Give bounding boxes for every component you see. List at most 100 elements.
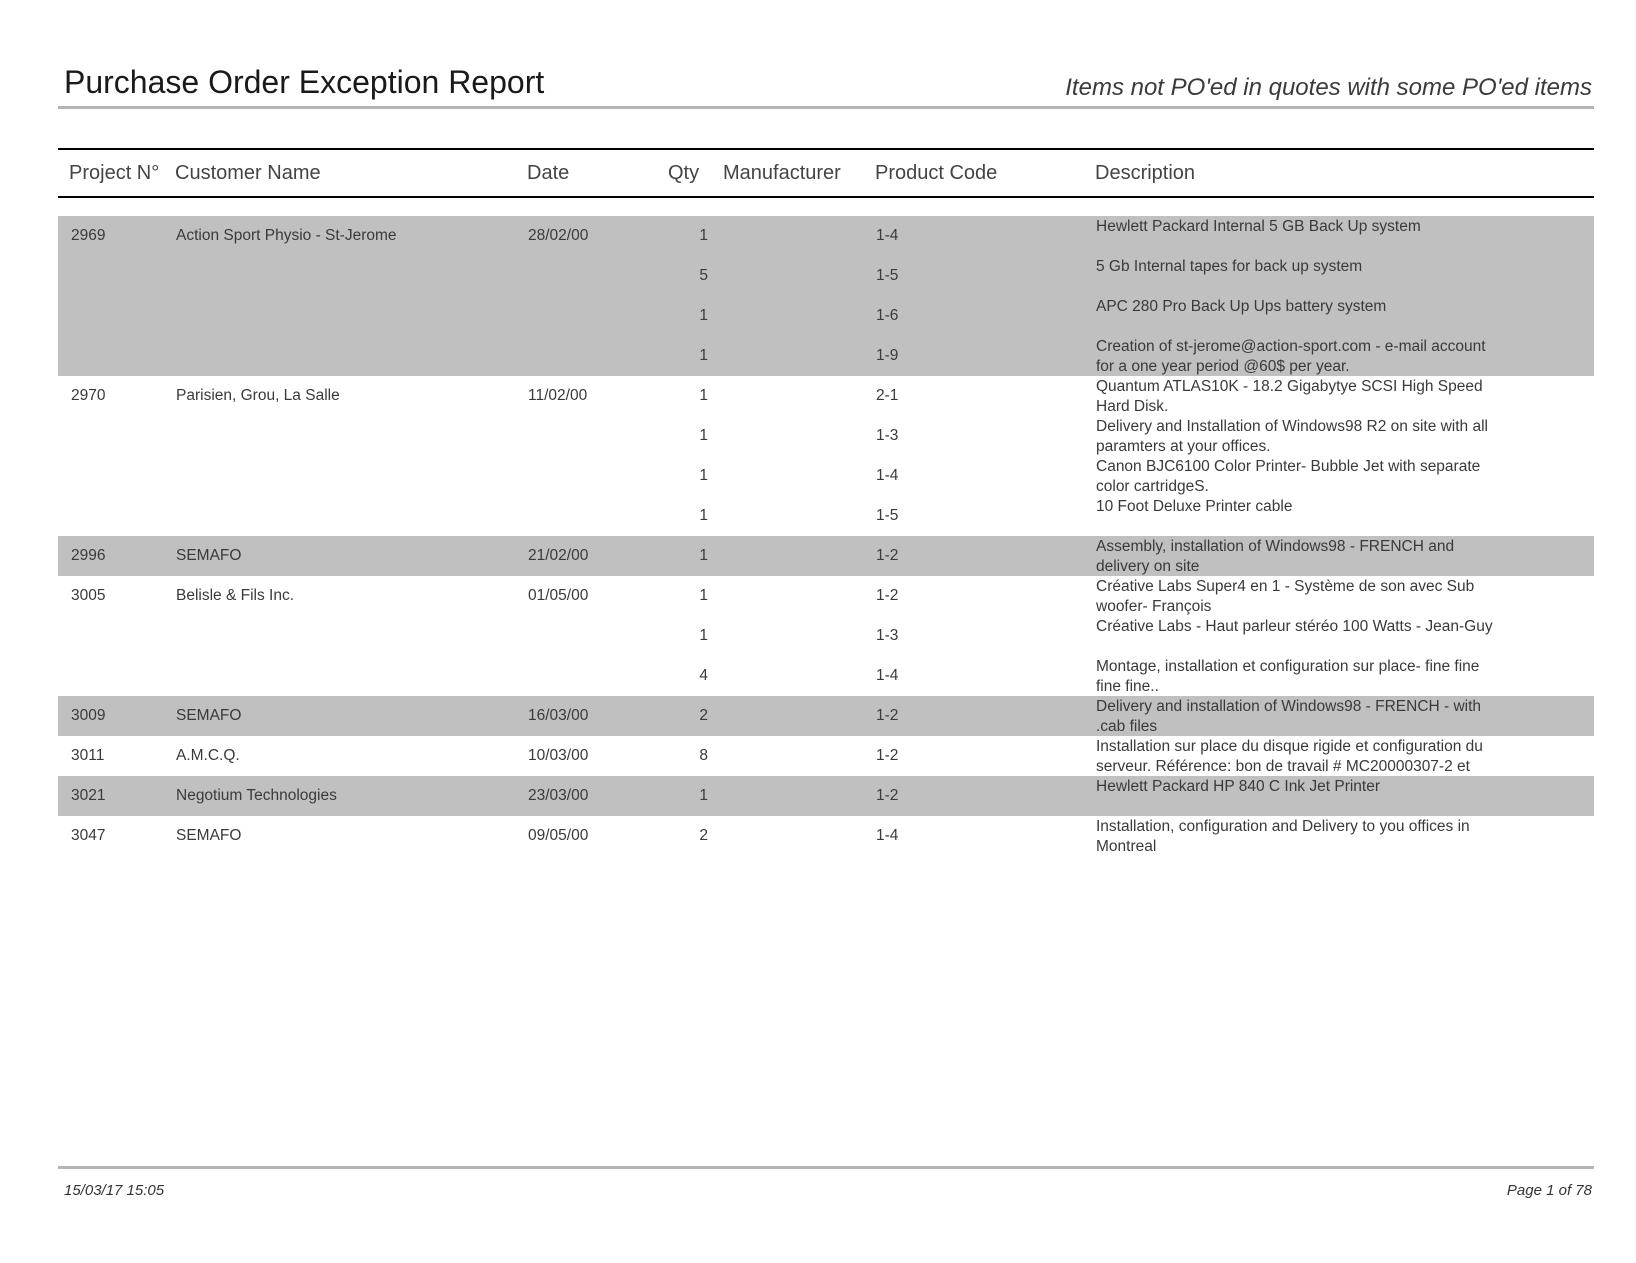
table-body: 2969 Action Sport Physio - St-Jerome 28/02… xyxy=(58,216,1594,856)
item-description: Quantum ATLAS10K - 18.2 Gigabytye SCSI H… xyxy=(1096,378,1483,415)
quantity: 1 xyxy=(699,787,708,804)
project-group: 2970 Parisien, Grou, La Salle 11/02/00 1 2-1… xyxy=(58,376,1594,536)
column-header-qty: Qty xyxy=(668,162,700,184)
customer-name: SEMAFO xyxy=(176,707,242,724)
quantity: 1 xyxy=(699,507,708,524)
item-description: Delivery and Installation of Windows98 R… xyxy=(1096,418,1488,455)
project-number: 3009 xyxy=(71,707,106,724)
product-code: 1-4 xyxy=(876,667,899,684)
item-description: APC 280 Pro Back Up Ups battery system xyxy=(1096,298,1387,315)
project-group: 2969 Action Sport Physio - St-Jerome 28/02… xyxy=(58,216,1594,376)
project-number: 2996 xyxy=(71,547,106,564)
item-description: Installation, configuration and Delivery… xyxy=(1096,818,1470,855)
product-code: 1-3 xyxy=(876,427,899,444)
table-row: 1 1-3 Créative Labs - Haut parleur stéréo … xyxy=(58,616,1594,656)
item-description: Canon BJC6100 Color Printer- Bubble Jet … xyxy=(1096,458,1481,495)
quantity: 1 xyxy=(699,467,708,484)
project-group: 3047 SEMAFO 09/05/00 2 1-4 Installation, conf… xyxy=(58,816,1594,856)
table-row: 3021 Negotium Technologies 23/03/00 1 1-2 Hew… xyxy=(58,776,1594,816)
table-row: 2996 SEMAFO 21/02/00 1 1-2 Assembly, installa… xyxy=(58,536,1594,576)
item-description: Delivery and installation of Windows98 -… xyxy=(1096,698,1482,735)
column-header-description: Description xyxy=(1095,162,1196,184)
footer-divider xyxy=(58,1166,1594,1169)
table-row: 4 1-4 Montage, installation et configurati… xyxy=(58,656,1594,696)
product-code: 1-3 xyxy=(876,627,899,644)
item-description: Creation of st-jerome@action-sport.com -… xyxy=(1096,338,1486,375)
product-code: 1-4 xyxy=(876,227,899,244)
product-code: 1-2 xyxy=(876,747,899,764)
quantity: 1 xyxy=(699,587,708,604)
customer-name: Action Sport Physio - St-Jerome xyxy=(176,227,397,244)
quantity: 1 xyxy=(699,627,708,644)
order-date: 28/02/00 xyxy=(528,227,589,244)
project-number: 3011 xyxy=(71,747,105,764)
customer-name: Negotium Technologies xyxy=(176,787,337,804)
table-row: 2970 Parisien, Grou, La Salle 11/02/00 1 2-1… xyxy=(58,376,1594,416)
project-number: 3047 xyxy=(71,827,106,844)
project-number: 2969 xyxy=(71,227,106,244)
column-header-customer: Customer Name xyxy=(175,162,321,184)
item-description: Créative Labs Super4 en 1 - Système de s… xyxy=(1096,578,1475,615)
table-row: 2969 Action Sport Physio - St-Jerome 28/02… xyxy=(58,216,1594,256)
product-code: 1-2 xyxy=(876,787,899,804)
product-code: 1-2 xyxy=(876,547,899,564)
page-title: Purchase Order Exception Report xyxy=(64,64,545,100)
table-row: 1 1-9 Creation of st-jerome@action-sport.c… xyxy=(58,336,1594,376)
quantity: 1 xyxy=(699,427,708,444)
product-code: 1-5 xyxy=(876,507,899,524)
report-header: Purchase Order Exception Report Items no… xyxy=(58,62,1594,109)
order-date: 21/02/00 xyxy=(528,547,589,564)
table-row: 1 1-4 Canon BJC6100 Color Printer- Bubble … xyxy=(58,456,1594,496)
item-description: Hewlett Packard HP 840 C Ink Jet Printer xyxy=(1096,778,1381,795)
product-code: 1-6 xyxy=(876,307,899,324)
item-description: Créative Labs - Haut parleur stéréo 100 … xyxy=(1096,618,1493,635)
product-code: 1-4 xyxy=(876,467,899,484)
quantity: 1 xyxy=(699,307,708,324)
quantity: 1 xyxy=(699,227,708,244)
customer-name: A.M.C.Q. xyxy=(176,747,240,764)
project-number: 2970 xyxy=(71,387,106,404)
page-number: Page 1 of 78 xyxy=(1506,1182,1592,1199)
project-group: 2996 SEMAFO 21/02/00 1 1-2 Assembly, installa… xyxy=(58,536,1594,576)
table-row: 3011 A.M.C.Q. 10/03/00 8 1-2 Installation sur… xyxy=(58,736,1594,795)
item-description: Hewlett Packard Internal 5 GB Back Up sy… xyxy=(1096,218,1421,235)
item-description: 10 Foot Deluxe Printer cable xyxy=(1096,498,1293,515)
customer-name: Parisien, Grou, La Salle xyxy=(176,387,340,404)
order-date: 23/03/00 xyxy=(528,787,589,804)
quantity: 5 xyxy=(699,267,708,284)
item-description: 5 Gb Internal tapes for back up system xyxy=(1096,258,1363,275)
order-date: 10/03/00 xyxy=(528,747,589,764)
customer-name: Belisle & Fils Inc. xyxy=(176,587,295,604)
project-group: 3011 A.M.C.Q. 10/03/00 8 1-2 Installation sur… xyxy=(58,736,1594,795)
project-group: 3009 SEMAFO 16/03/00 2 1-2 Delivery and insta… xyxy=(58,696,1594,736)
quantity: 1 xyxy=(699,387,708,404)
customer-name: SEMAFO xyxy=(176,547,242,564)
table-row: 3005 Belisle & Fils Inc. 01/05/00 1 1-2 Créat… xyxy=(58,576,1594,616)
product-code: 1-4 xyxy=(876,827,899,844)
customer-name: SEMAFO xyxy=(176,827,242,844)
product-code: 1-9 xyxy=(876,347,899,364)
item-description: Assembly, installation of Windows98 - FR… xyxy=(1096,538,1455,575)
order-date: 16/03/00 xyxy=(528,707,589,724)
column-header-date: Date xyxy=(527,162,570,184)
table-row: 3047 SEMAFO 09/05/00 2 1-4 Installation, conf… xyxy=(58,816,1594,856)
order-date: 09/05/00 xyxy=(528,827,589,844)
item-description: Montage, installation et configuration s… xyxy=(1096,658,1480,695)
order-date: 11/02/00 xyxy=(528,387,588,404)
table-header: Project N° Customer Name Date Qty Manufa… xyxy=(58,148,1594,198)
table-row: 5 1-5 5 Gb Internal tapes for back up syst… xyxy=(58,256,1594,296)
quantity: 2 xyxy=(699,827,708,844)
table-row: 1 1-6 APC 280 Pro Back Up Ups battery syst… xyxy=(58,296,1594,336)
product-code: 2-1 xyxy=(876,387,899,404)
quantity: 8 xyxy=(699,747,708,764)
project-number: 3005 xyxy=(71,587,106,604)
column-header-product-code: Product Code xyxy=(875,162,998,184)
project-number: 3021 xyxy=(71,787,106,804)
table-row: 1 1-3 Delivery and Installation of Windows… xyxy=(58,416,1594,456)
quantity: 1 xyxy=(699,547,708,564)
column-header-manufacturer: Manufacturer xyxy=(723,162,841,184)
footer-timestamp: 15/03/17 15:05 xyxy=(64,1182,165,1199)
project-group: 3005 Belisle & Fils Inc. 01/05/00 1 1-2 Créat… xyxy=(58,576,1594,696)
table-row: 1 1-5 10 Foot Deluxe Printer cable xyxy=(58,496,1594,536)
table-row: 3009 SEMAFO 16/03/00 2 1-2 Delivery and insta… xyxy=(58,696,1594,736)
